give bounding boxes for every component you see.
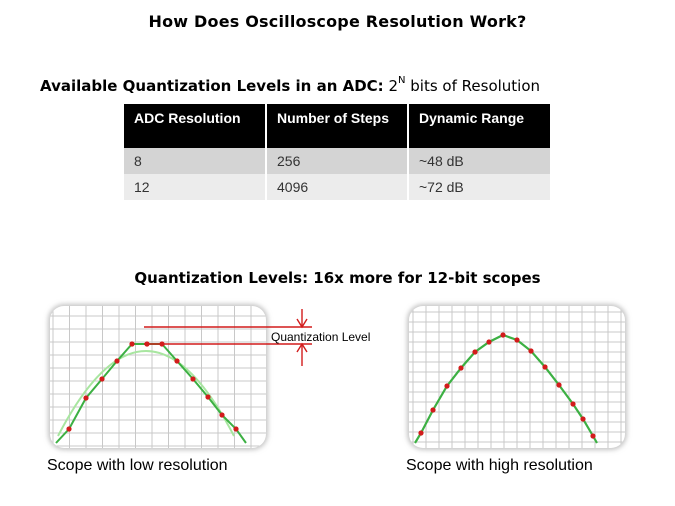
high-resolution-waveform	[409, 306, 625, 448]
subtitle-base: 2	[388, 77, 399, 95]
sample-dot	[590, 433, 596, 439]
header-dynamic-range: Dynamic Range	[408, 104, 550, 148]
sample-dot	[205, 394, 211, 400]
low-resolution-caption: Scope with low resolution	[47, 457, 228, 474]
subtitle-superscript: N	[398, 75, 406, 86]
slide-title: How Does Oscilloscope Resolution Work?	[148, 12, 527, 31]
sample-dot	[159, 341, 165, 347]
sample-dot	[99, 376, 105, 382]
sample-dot	[129, 341, 135, 347]
table-header-row: ADC Resolution Number of Steps Dynamic R…	[124, 104, 550, 148]
high-resolution-scope	[409, 306, 625, 448]
sample-dot	[570, 401, 576, 407]
low-resolution-waveform	[50, 306, 266, 448]
ideal-signal-curve	[57, 350, 235, 437]
cell-resolution: 12	[124, 174, 267, 200]
subtitle-rest: bits of Resolution	[405, 77, 541, 95]
adc-subtitle: Available Quantization Levels in an ADC:…	[40, 75, 660, 95]
sample-dot	[528, 348, 534, 354]
sample-dot	[580, 416, 586, 422]
header-number-of-steps: Number of Steps	[266, 104, 409, 148]
sample-dot	[556, 382, 562, 388]
cell-resolution: 8	[124, 148, 267, 174]
low-resolution-scope	[50, 306, 266, 448]
header-adc-resolution: ADC Resolution	[124, 104, 267, 148]
sample-dot	[486, 339, 492, 345]
sample-dot	[458, 365, 464, 371]
down-arrow-icon	[296, 318, 308, 329]
sample-dot	[83, 395, 89, 401]
high-resolution-caption: Scope with high resolution	[406, 457, 593, 474]
quantization-title: Quantization Levels: 16x more for 12-bit…	[134, 269, 541, 287]
adc-resolution-table: ADC Resolution Number of Steps Dynamic R…	[124, 104, 550, 200]
sample-dot	[418, 430, 424, 436]
table-row: 8 256 ~48 dB	[124, 148, 550, 174]
sample-dot	[66, 426, 72, 432]
up-arrow-icon	[296, 342, 308, 353]
sample-dot	[174, 358, 180, 364]
cell-dynamic-range: ~48 dB	[408, 148, 550, 174]
quantization-level-label: Quantization Level	[271, 330, 371, 344]
sample-dot	[233, 426, 239, 432]
sample-dot	[219, 412, 225, 418]
sample-dot	[430, 407, 436, 413]
table-row: 12 4096 ~72 dB	[124, 174, 550, 200]
sample-dot	[190, 376, 196, 382]
scope-grid	[409, 306, 625, 448]
sample-dot	[444, 383, 450, 389]
cell-steps: 256	[266, 148, 409, 174]
sample-dot	[514, 337, 520, 343]
sample-dot	[500, 332, 506, 338]
high-res-trace	[414, 333, 598, 444]
sample-dot	[542, 364, 548, 370]
cell-dynamic-range: ~72 dB	[408, 174, 550, 200]
cell-steps: 4096	[266, 174, 409, 200]
scope-grid	[50, 306, 266, 448]
subtitle-bold-text: Available Quantization Levels in an ADC:	[40, 77, 384, 95]
sample-dot	[144, 341, 150, 347]
sample-dot	[472, 349, 478, 355]
sample-dot	[114, 358, 120, 364]
